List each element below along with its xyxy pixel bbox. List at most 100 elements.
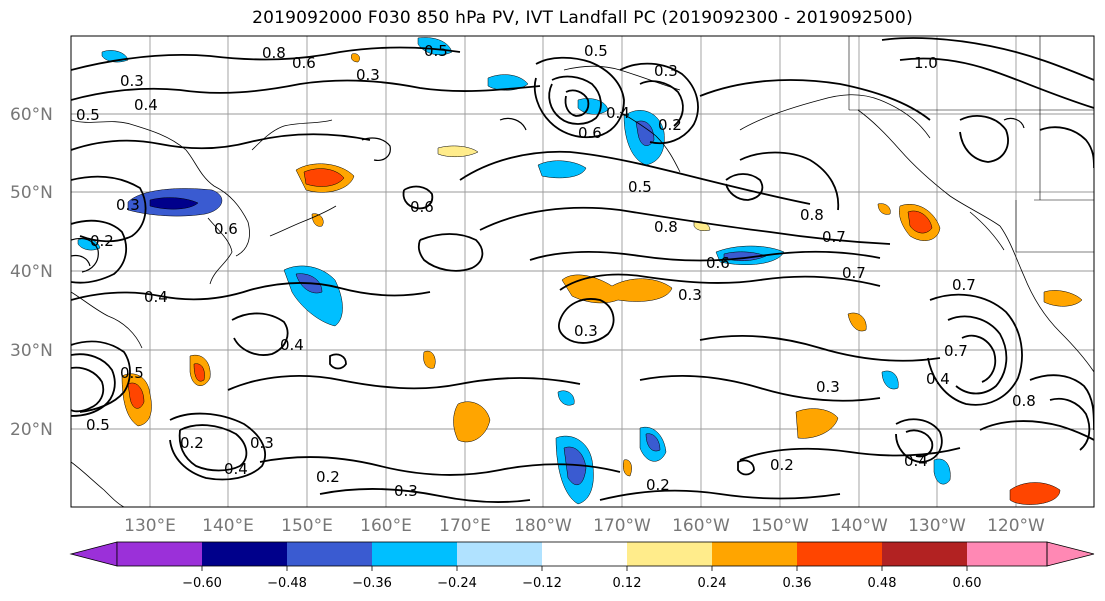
svg-text:0.5: 0.5: [628, 178, 652, 196]
svg-text:0.4: 0.4: [144, 288, 168, 306]
lon-label: 160°W: [672, 516, 730, 536]
svg-text:0.7: 0.7: [944, 342, 968, 360]
coastlines: [71, 65, 1094, 507]
neg-anomaly: [881, 370, 899, 390]
pos-anomaly: [453, 401, 491, 443]
colorbar: −0.60 −0.48 −0.36 −0.24 −0.12 0.12 0.24 …: [69, 541, 1095, 591]
pos-anomaly: [877, 203, 891, 215]
colorbar-segment: [712, 542, 797, 566]
colorbar-segment: [457, 542, 542, 566]
neg-anomaly: [537, 160, 587, 179]
svg-text:0.2: 0.2: [770, 456, 794, 474]
colorbar-segment: [882, 542, 967, 566]
colorbar-tick-label: 0.60: [953, 576, 982, 591]
colorbar-segment: [967, 542, 1047, 566]
svg-text:0.3: 0.3: [654, 62, 678, 80]
colorbar-tick-label: −0.36: [352, 576, 392, 591]
svg-text:0.6: 0.6: [706, 254, 730, 272]
svg-text:0.8: 0.8: [262, 44, 286, 62]
colorbar-tick-label: 0.48: [868, 576, 897, 591]
svg-text:0.5: 0.5: [120, 364, 144, 382]
svg-text:0.3: 0.3: [574, 322, 598, 340]
lon-label: 130°E: [124, 516, 176, 536]
lon-label: 160°E: [360, 516, 412, 536]
svg-text:0.5: 0.5: [424, 42, 448, 60]
svg-text:0.3: 0.3: [678, 286, 702, 304]
svg-text:0.3: 0.3: [116, 196, 140, 214]
lon-label: 170°E: [439, 516, 491, 536]
pos-anomaly: [423, 350, 436, 369]
colorbar-segment: [372, 542, 457, 566]
svg-text:0.7: 0.7: [822, 228, 846, 246]
pv-shading: [77, 37, 1083, 505]
latitude-labels: 60°N 50°N 40°N 30°N 20°N: [10, 105, 53, 440]
svg-text:0.8: 0.8: [800, 206, 824, 224]
svg-text:0.8: 0.8: [654, 218, 678, 236]
neg-anomaly: [487, 74, 529, 91]
pos-anomaly: [437, 145, 479, 157]
svg-text:0.5: 0.5: [86, 416, 110, 434]
lat-label: 30°N: [10, 341, 53, 361]
pos-anomaly: [1009, 482, 1061, 505]
pos-anomaly: [351, 53, 360, 63]
svg-text:0.6: 0.6: [410, 198, 434, 216]
colorbar-extend-min: [69, 541, 118, 567]
svg-text:0.4: 0.4: [134, 96, 158, 114]
map-title: 2019092000 F030 850 hPa PV, IVT Landfall…: [252, 8, 913, 28]
colorbar-tick-label: 0.36: [783, 576, 812, 591]
colorbar-extend-max: [1046, 541, 1095, 567]
neg-anomaly: [557, 390, 575, 406]
pv-contours: [71, 37, 1094, 503]
colorbar-tick-label: −0.48: [267, 576, 307, 591]
neg-anomaly: [933, 458, 951, 485]
pos-anomaly: [795, 408, 839, 439]
boundaries: [848, 36, 1094, 253]
svg-text:0.7: 0.7: [952, 276, 976, 294]
svg-text:0.4: 0.4: [926, 370, 950, 388]
lat-label: 50°N: [10, 183, 53, 203]
lon-label: 120°W: [987, 516, 1045, 536]
svg-text:0.2: 0.2: [180, 434, 204, 452]
lon-label: 150°E: [281, 516, 333, 536]
colorbar-segment: [542, 542, 627, 566]
svg-text:0.5: 0.5: [76, 106, 100, 124]
lon-label: 180°W: [514, 516, 572, 536]
contour-labels: 0.8 0.6 0.3 0.5 0.5 0.3 0.2 1.0 0.3 0.4 …: [76, 42, 1036, 500]
lon-label: 130°W: [908, 516, 966, 536]
lon-label: 140°W: [830, 516, 888, 536]
colorbar-segment: [627, 542, 712, 566]
lat-label: 40°N: [10, 262, 53, 282]
svg-text:1.0: 1.0: [914, 54, 938, 72]
svg-text:0.7: 0.7: [842, 264, 866, 282]
svg-text:0.2: 0.2: [658, 116, 682, 134]
svg-text:0.4: 0.4: [224, 460, 248, 478]
svg-text:0.2: 0.2: [646, 476, 670, 494]
svg-text:0.3: 0.3: [394, 482, 418, 500]
svg-text:0.4: 0.4: [606, 104, 630, 122]
svg-text:0.6: 0.6: [578, 124, 602, 142]
pos-anomaly: [623, 459, 632, 477]
svg-text:0.5: 0.5: [584, 42, 608, 60]
svg-text:0.6: 0.6: [292, 54, 316, 72]
svg-text:0.3: 0.3: [250, 434, 274, 452]
colorbar-segment: [117, 542, 202, 566]
pos-anomaly: [1043, 290, 1083, 307]
svg-text:0.2: 0.2: [90, 232, 114, 250]
svg-text:0.8: 0.8: [1012, 392, 1036, 410]
colorbar-segment: [797, 542, 882, 566]
colorbar-segment: [287, 542, 372, 566]
svg-text:0.3: 0.3: [356, 66, 380, 84]
svg-text:0.6: 0.6: [214, 220, 238, 238]
colorbar-tick-label: −0.60: [182, 576, 222, 591]
pos-anomaly: [847, 312, 867, 332]
pv-contours-thin: [71, 117, 1025, 273]
svg-text:0.3: 0.3: [120, 72, 144, 90]
lat-label: 20°N: [10, 420, 53, 440]
colorbar-segment: [202, 542, 287, 566]
colorbar-tick-label: −0.24: [437, 576, 477, 591]
svg-text:0.3: 0.3: [816, 378, 840, 396]
svg-text:0.2: 0.2: [316, 468, 340, 486]
colorbar-tick-label: 0.12: [613, 576, 642, 591]
longitude-labels: 130°E 140°E 150°E 160°E 170°E 180°W 170°…: [124, 516, 1045, 536]
